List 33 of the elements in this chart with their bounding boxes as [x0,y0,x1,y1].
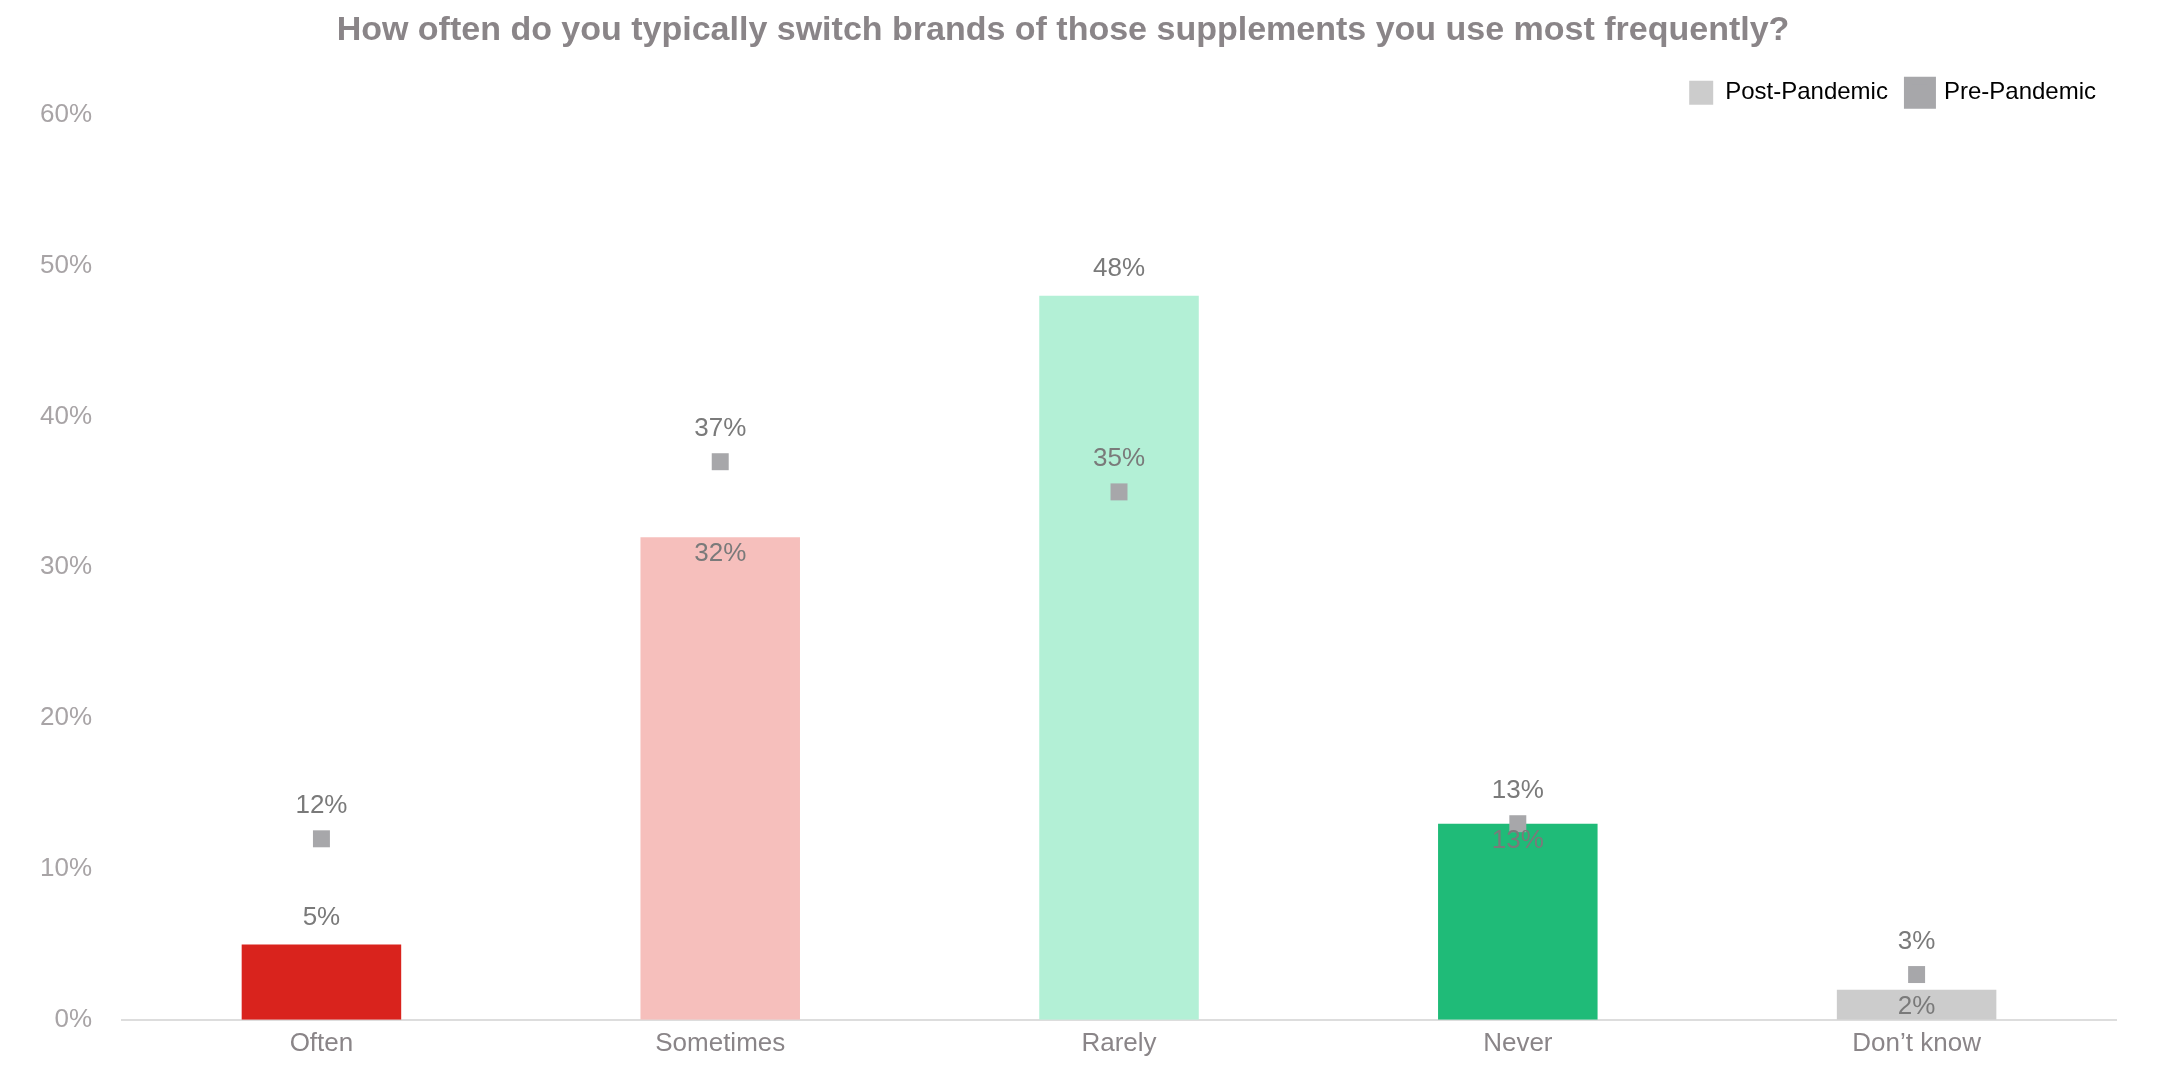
bar [241,944,402,1020]
y-tick-label: 0% [54,1002,93,1033]
chart-title: How often do you typically switch brands of those supplements you use most frequently? [336,8,1790,47]
data-label: 12% [295,788,348,819]
point [312,830,330,848]
bar [1039,295,1199,1020]
y-tick-label: 40% [39,399,93,430]
x-tick-label: Rarely [1081,1026,1157,1057]
point [1908,966,1926,984]
data-label: 37% [694,411,747,442]
data-label: 32% [694,537,747,568]
y-tick-label: 20% [39,701,93,732]
point [711,453,729,471]
y-tick-label: 10% [39,852,93,883]
legend-label: Pre-Pandemic [1943,77,2096,105]
y-tick-label: 30% [39,550,93,581]
x-tick-label: Often [289,1026,354,1057]
y-tick-label: 60% [39,97,93,128]
data-label: 35% [1093,442,1146,473]
data-label: 13% [1491,773,1544,804]
bar [640,537,800,1020]
x-tick-label: Sometimes [655,1026,786,1057]
x-tick-label: Don’t know [1852,1026,1982,1057]
legend-label: Post-Pandemic [1725,77,1888,105]
data-label: 5% [302,900,341,931]
data-label: 48% [1093,251,1146,282]
x-tick-label: Never [1483,1026,1553,1057]
y-tick-label: 50% [39,248,93,279]
data-label: 13% [1491,823,1544,854]
bar [1438,823,1598,1020]
data-label: 3% [1897,924,1936,955]
data-label: 2% [1897,989,1936,1020]
point [1110,483,1128,501]
